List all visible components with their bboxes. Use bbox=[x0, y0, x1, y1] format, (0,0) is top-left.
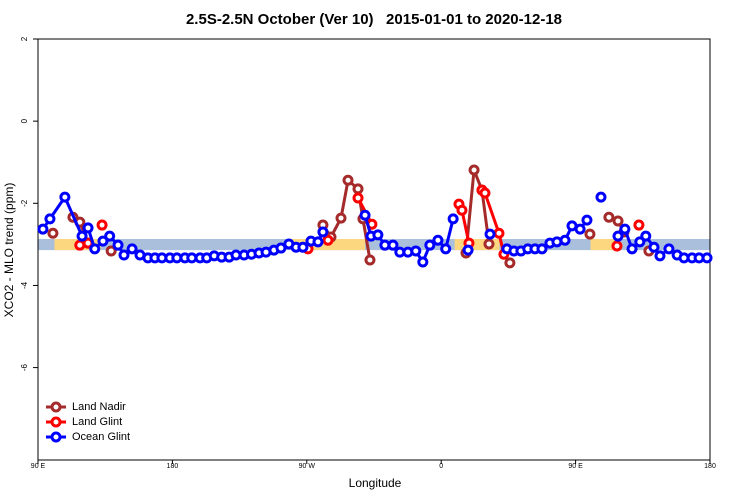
point bbox=[387, 239, 399, 251]
legend-label: Land Glint bbox=[72, 416, 122, 428]
x-axis-label: Longitude bbox=[349, 476, 402, 490]
point bbox=[105, 245, 117, 257]
point bbox=[322, 234, 334, 246]
x-tick-label: 90 E bbox=[31, 463, 46, 470]
point bbox=[483, 238, 495, 250]
plot-frame bbox=[37, 38, 711, 461]
point bbox=[82, 222, 94, 234]
legend-marker bbox=[50, 431, 62, 443]
x-tick-label: 180 bbox=[704, 463, 716, 470]
ocean-band bbox=[38, 239, 710, 251]
y-axis-label: XCO2 - MLO trend (ppm) bbox=[2, 183, 16, 318]
point bbox=[581, 214, 593, 226]
point bbox=[479, 187, 491, 199]
point bbox=[126, 243, 138, 255]
point bbox=[44, 213, 56, 225]
point bbox=[648, 241, 660, 253]
point bbox=[297, 241, 309, 253]
chart-title: 2.5S-2.5N October (Ver 10) 2015-01-01 to… bbox=[186, 11, 562, 28]
point bbox=[118, 249, 130, 261]
point bbox=[432, 234, 444, 246]
point bbox=[633, 219, 645, 231]
point bbox=[603, 211, 615, 223]
point bbox=[410, 245, 422, 257]
y-tick-label: 2 bbox=[20, 36, 29, 41]
point bbox=[275, 242, 287, 254]
point bbox=[89, 243, 101, 255]
point bbox=[352, 183, 364, 195]
point bbox=[97, 235, 109, 247]
point bbox=[584, 228, 596, 240]
y-tick-label: -2 bbox=[20, 199, 29, 207]
point bbox=[504, 257, 516, 269]
point bbox=[462, 244, 474, 256]
point bbox=[76, 230, 88, 242]
x-tick-label: 90 E bbox=[568, 463, 583, 470]
point bbox=[440, 243, 452, 255]
point bbox=[364, 254, 376, 266]
point bbox=[611, 240, 623, 252]
point bbox=[96, 219, 108, 231]
point bbox=[654, 250, 666, 262]
point bbox=[352, 192, 364, 204]
y-tick-label: -6 bbox=[20, 363, 29, 371]
point bbox=[312, 236, 324, 248]
point bbox=[536, 243, 548, 255]
y-tick-label: 0 bbox=[20, 118, 29, 123]
legend-marker bbox=[50, 416, 62, 428]
point bbox=[484, 228, 496, 240]
point bbox=[619, 223, 631, 235]
legend-marker bbox=[50, 401, 62, 413]
point bbox=[612, 215, 624, 227]
y-tick-label: -4 bbox=[20, 281, 29, 289]
point bbox=[663, 243, 675, 255]
point bbox=[595, 191, 607, 203]
point bbox=[47, 227, 59, 239]
legend-label: Land Nadir bbox=[72, 401, 126, 413]
point bbox=[701, 252, 713, 264]
point bbox=[112, 239, 124, 251]
point bbox=[417, 256, 429, 268]
point bbox=[342, 174, 354, 186]
point bbox=[104, 230, 116, 242]
point bbox=[359, 209, 371, 221]
point bbox=[574, 223, 586, 235]
point bbox=[456, 204, 468, 216]
land-band bbox=[590, 239, 616, 251]
x-tick-label: 0 bbox=[439, 463, 443, 470]
land-band bbox=[454, 239, 500, 251]
point bbox=[626, 243, 638, 255]
legend-label: Ocean Glint bbox=[72, 431, 130, 443]
x-tick-label: 180 bbox=[167, 463, 179, 470]
point bbox=[317, 226, 329, 238]
point bbox=[59, 191, 71, 203]
point bbox=[37, 223, 49, 235]
point bbox=[468, 164, 480, 176]
point bbox=[612, 230, 624, 242]
x-tick-label: 90 W bbox=[299, 463, 316, 470]
point bbox=[372, 229, 384, 241]
point bbox=[424, 239, 436, 251]
point bbox=[493, 227, 505, 239]
point bbox=[335, 212, 347, 224]
point bbox=[640, 230, 652, 242]
point bbox=[559, 234, 571, 246]
point bbox=[447, 213, 459, 225]
